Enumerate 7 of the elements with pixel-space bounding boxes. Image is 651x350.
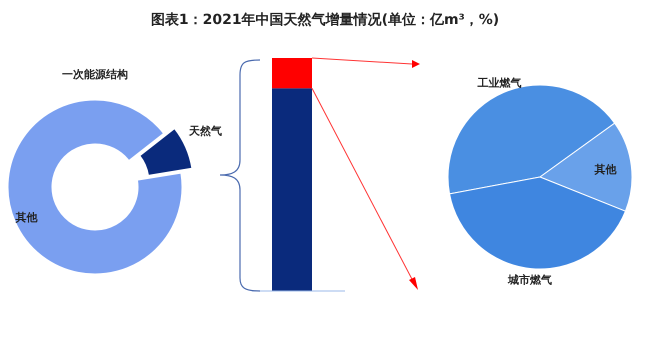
slice-label: 工业燃气: [476, 76, 522, 90]
text: 图表1：2021年中国天然气增量情况(单位：亿m³，%): [150, 12, 500, 28]
slice-label: 天然气: [188, 124, 222, 138]
slice-label: 其他: [14, 210, 38, 224]
slice-label: 其他: [594, 162, 618, 176]
slice-label: 城市燃气: [506, 274, 552, 287]
chart-subtitle: 一次能源结构: [62, 68, 128, 81]
